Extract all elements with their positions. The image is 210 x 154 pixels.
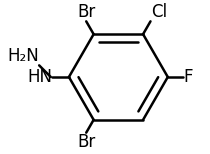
Text: F: F bbox=[184, 68, 193, 86]
Text: H₂N: H₂N bbox=[7, 47, 39, 65]
Text: Cl: Cl bbox=[151, 3, 167, 21]
Text: Br: Br bbox=[77, 134, 95, 152]
Text: HN: HN bbox=[28, 68, 52, 86]
Text: Br: Br bbox=[77, 2, 95, 20]
